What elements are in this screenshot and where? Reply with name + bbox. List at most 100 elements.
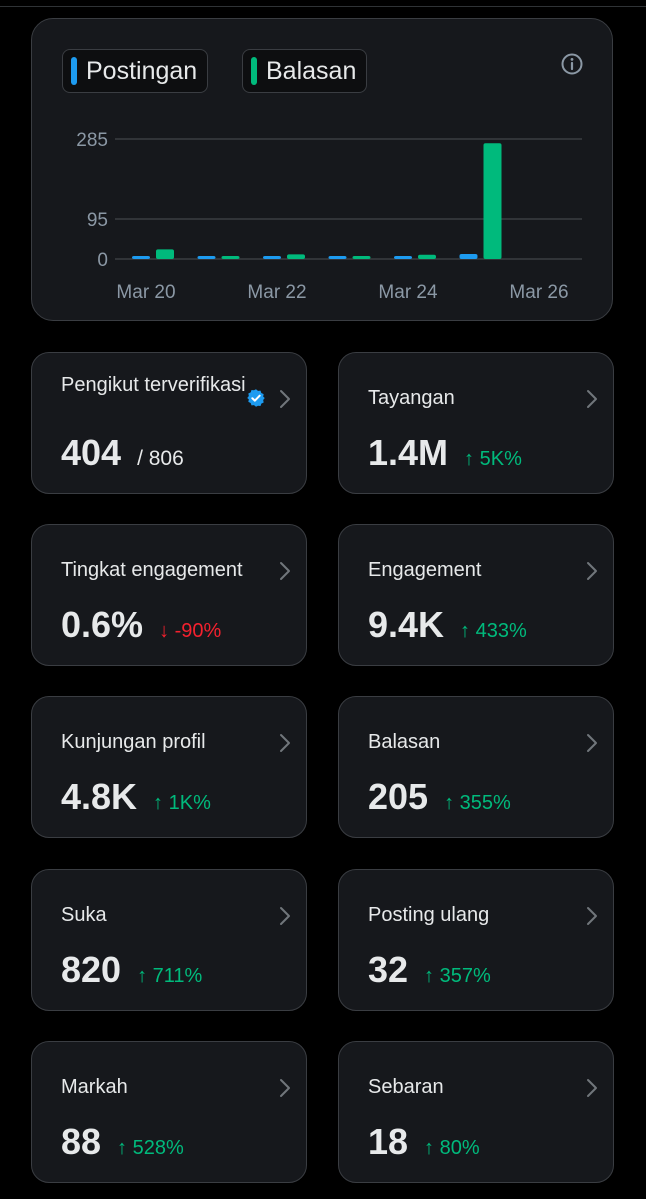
chevron-right-icon xyxy=(280,907,290,925)
chevron-right-icon xyxy=(280,562,290,580)
metric-label: Sebaran xyxy=(368,1076,444,1098)
metric-change-value: 357% xyxy=(439,965,491,987)
legend-replies-toggle[interactable]: Balasan xyxy=(242,49,368,93)
metric-value: 1.4M xyxy=(368,432,449,473)
metric-change: ↑ 433% xyxy=(460,620,527,643)
metric-label: Pengikut terverifikasi xyxy=(61,374,246,396)
activity-bar-chart: 0 95 285 Mar 20 Mar 22 Mar 24 Mar 26 xyxy=(76,130,582,303)
chevron-right-icon xyxy=(280,1079,290,1097)
chevron-right-icon xyxy=(587,907,597,925)
metric-change: ↑ 528% xyxy=(117,1137,184,1160)
bar-posts xyxy=(197,256,216,259)
metric-label: Markah xyxy=(61,1076,128,1098)
metric-value-row: 4.8K ↑ 1K% xyxy=(61,776,211,818)
x-tick-label: Mar 24 xyxy=(378,282,438,303)
metric-value-row: 205 ↑ 355% xyxy=(368,776,511,818)
bar-replies xyxy=(221,256,240,259)
arrow-up-icon: ↑ xyxy=(424,1137,435,1159)
metric-change-value: 355% xyxy=(459,792,511,814)
metric-change: ↓ -90% xyxy=(159,620,221,643)
metric-label: Kunjungan profil xyxy=(61,731,206,753)
arrow-up-icon: ↑ xyxy=(464,448,475,470)
metric-change-value: 711% xyxy=(152,965,203,987)
metric-change-value: 433% xyxy=(475,620,527,642)
chevron-right-icon xyxy=(587,390,597,408)
activity-chart-card: 0 95 285 Mar 20 Mar 22 Mar 24 Mar 26 Postingan… xyxy=(31,18,613,321)
metric-change-value: 5K% xyxy=(479,448,522,470)
arrow-up-icon: ↑ xyxy=(137,965,148,987)
posts-color-swatch xyxy=(71,57,77,85)
metric-label: Engagement xyxy=(368,559,482,581)
metric-change-value: 1K% xyxy=(168,792,211,814)
info-icon[interactable] xyxy=(560,52,584,76)
metric-label: Suka xyxy=(61,904,107,926)
bar-replies xyxy=(483,143,502,259)
arrow-up-icon: ↑ xyxy=(460,620,471,642)
arrow-down-icon: ↓ xyxy=(159,620,170,642)
chevron-right-icon xyxy=(587,734,597,752)
bar-replies xyxy=(156,249,174,259)
metric-value-row: 9.4K ↑ 433% xyxy=(368,604,527,646)
metric-card-sebaran[interactable]: Sebaran 18 ↑ 80% xyxy=(338,1041,614,1183)
y-tick-label: 285 xyxy=(76,130,108,151)
metric-card-markah[interactable]: Markah 88 ↑ 528% xyxy=(31,1041,307,1183)
metric-value-row: 820 ↑ 711% xyxy=(61,949,202,991)
metric-card-balasan[interactable]: Balasan 205 ↑ 355% xyxy=(338,696,614,838)
metric-card-tayangan[interactable]: Tayangan 1.4M ↑ 5K% xyxy=(338,352,614,494)
metric-value: 4.8K xyxy=(61,776,138,817)
metric-value: 404 xyxy=(61,432,122,473)
metric-change: ↑ 355% xyxy=(444,792,511,815)
x-tick-label: Mar 20 xyxy=(116,282,175,303)
bar-posts xyxy=(394,256,412,259)
arrow-up-icon: ↑ xyxy=(153,792,164,814)
chevron-right-icon xyxy=(587,1079,597,1097)
metric-value: 205 xyxy=(368,776,429,817)
bar-posts xyxy=(328,256,347,259)
metric-card-suka[interactable]: Suka 820 ↑ 711% xyxy=(31,869,307,1011)
metric-value-row: 32 ↑ 357% xyxy=(368,949,491,991)
metric-card-engagement[interactable]: Engagement 9.4K ↑ 433% xyxy=(338,524,614,666)
chevron-right-icon xyxy=(280,734,290,752)
metric-value: 32 xyxy=(368,949,409,990)
metric-change: ↑ 5K% xyxy=(464,448,522,471)
x-tick-label: Mar 26 xyxy=(509,282,568,303)
metric-total: / 806 xyxy=(137,447,184,470)
metric-value-row: 0.6% ↓ -90% xyxy=(61,604,221,646)
metric-value-row: 88 ↑ 528% xyxy=(61,1121,184,1163)
metric-card-pengikut-terverifikasi[interactable]: Pengikut terverifikasi 404 / 806 xyxy=(31,352,307,494)
x-tick-label: Mar 22 xyxy=(247,282,306,303)
metric-value: 820 xyxy=(61,949,122,990)
metric-label: Tingkat engagement xyxy=(61,559,243,581)
metric-value: 0.6% xyxy=(61,604,144,645)
metric-label: Tayangan xyxy=(368,387,455,409)
chevron-right-icon xyxy=(587,562,597,580)
metric-value-row: 1.4M ↑ 5K% xyxy=(368,432,522,474)
y-tick-label: 95 xyxy=(87,210,108,231)
y-tick-label: 0 xyxy=(97,250,108,271)
metric-card-posting-ulang[interactable]: Posting ulang 32 ↑ 357% xyxy=(338,869,614,1011)
legend-posts-toggle[interactable]: Postingan xyxy=(62,49,209,93)
verified-badge-icon xyxy=(247,389,265,407)
metric-value-row: 404 / 806 xyxy=(61,432,184,474)
metric-change: ↑ 711% xyxy=(137,965,202,988)
metric-change: ↑ 357% xyxy=(424,965,491,988)
legend-posts-label: Postingan xyxy=(86,56,198,85)
metric-value: 18 xyxy=(368,1121,409,1162)
metric-label: Balasan xyxy=(368,731,441,753)
metric-value-row: 18 ↑ 80% xyxy=(368,1121,480,1163)
replies-color-swatch xyxy=(251,57,257,85)
metric-change-value: 80% xyxy=(439,1137,480,1159)
bar-replies xyxy=(352,256,371,259)
bar-replies xyxy=(418,254,436,259)
metric-card-kunjungan-profil[interactable]: Kunjungan profil 4.8K ↑ 1K% xyxy=(31,696,307,838)
top-divider xyxy=(0,6,646,7)
metric-change: ↑ 80% xyxy=(424,1137,480,1160)
arrow-up-icon: ↑ xyxy=(117,1137,128,1159)
metric-label: Posting ulang xyxy=(368,904,490,926)
metric-card-tingkat-engagement[interactable]: Tingkat engagement 0.6% ↓ -90% xyxy=(31,524,307,666)
metric-change-value: -90% xyxy=(174,620,222,642)
chevron-right-icon xyxy=(280,390,290,408)
bar-posts xyxy=(459,253,478,259)
arrow-up-icon: ↑ xyxy=(444,792,455,814)
bar-replies xyxy=(287,254,305,259)
